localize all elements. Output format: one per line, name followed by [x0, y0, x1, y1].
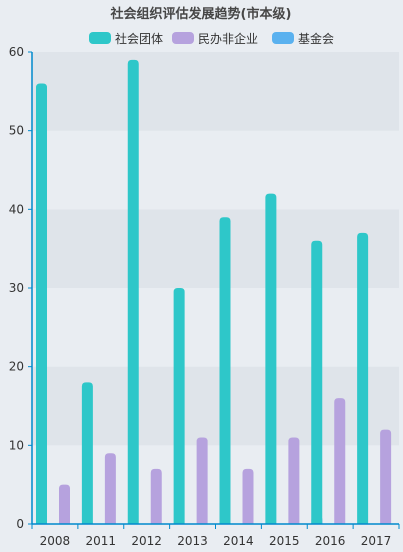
y-tick-label: 40 [9, 202, 24, 216]
x-tick-label: 2014 [223, 534, 254, 548]
bar[interactable] [173, 288, 185, 524]
x-tick-label: 2016 [315, 534, 346, 548]
y-tick-label: 10 [9, 438, 24, 452]
x-tick-label: 2015 [269, 534, 300, 548]
y-tick-label: 60 [9, 45, 24, 59]
bar[interactable] [36, 83, 47, 524]
bar[interactable] [196, 437, 208, 524]
legend-swatch [89, 32, 111, 44]
bar[interactable] [357, 232, 369, 524]
bar[interactable] [288, 437, 300, 524]
legend-swatch [172, 32, 194, 44]
y-tick-label: 30 [9, 281, 24, 295]
grid-band [32, 288, 399, 367]
legend-item[interactable]: 民办非企业 [172, 31, 258, 46]
x-tick-label: 2012 [131, 534, 162, 548]
x-tick-label: 2011 [86, 534, 117, 548]
y-tick-label: 50 [9, 124, 24, 138]
grid-band [32, 52, 399, 131]
x-tick-label: 2008 [40, 534, 71, 548]
bar[interactable] [104, 453, 116, 524]
legend-label: 社会团体 [115, 31, 163, 46]
bar[interactable] [265, 193, 277, 524]
x-axis: 2008 2011 2012 2013 2014 2015 2016 2017 [31, 523, 400, 548]
bar[interactable] [311, 240, 323, 525]
bar[interactable] [127, 59, 139, 524]
bar[interactable] [81, 382, 93, 524]
y-tick-label: 20 [9, 360, 24, 374]
bar[interactable] [59, 484, 70, 524]
legend-swatch [272, 32, 294, 44]
bars [36, 59, 392, 525]
y-axis: 0 10 20 30 40 50 60 [9, 45, 33, 531]
legend-item[interactable]: 基金会 [272, 31, 334, 46]
bar[interactable] [380, 429, 392, 524]
x-tick-label: 2017 [361, 534, 392, 548]
legend-item[interactable]: 社会团体 [89, 31, 163, 46]
y-tick-label: 0 [16, 517, 24, 531]
grid-band [32, 130, 399, 210]
bar[interactable] [219, 217, 231, 524]
x-tick-label: 2013 [177, 534, 208, 548]
legend: 社会团体 民办非企业 基金会 [89, 31, 334, 46]
grid-bands [32, 52, 399, 524]
bar[interactable] [334, 398, 346, 524]
legend-label: 民办非企业 [198, 31, 258, 46]
bar[interactable] [150, 468, 162, 524]
grid-band [32, 209, 399, 288]
chart-title: 社会组织评估发展趋势(市本级) [110, 6, 292, 22]
legend-label: 基金会 [298, 31, 334, 46]
bar[interactable] [242, 468, 254, 524]
